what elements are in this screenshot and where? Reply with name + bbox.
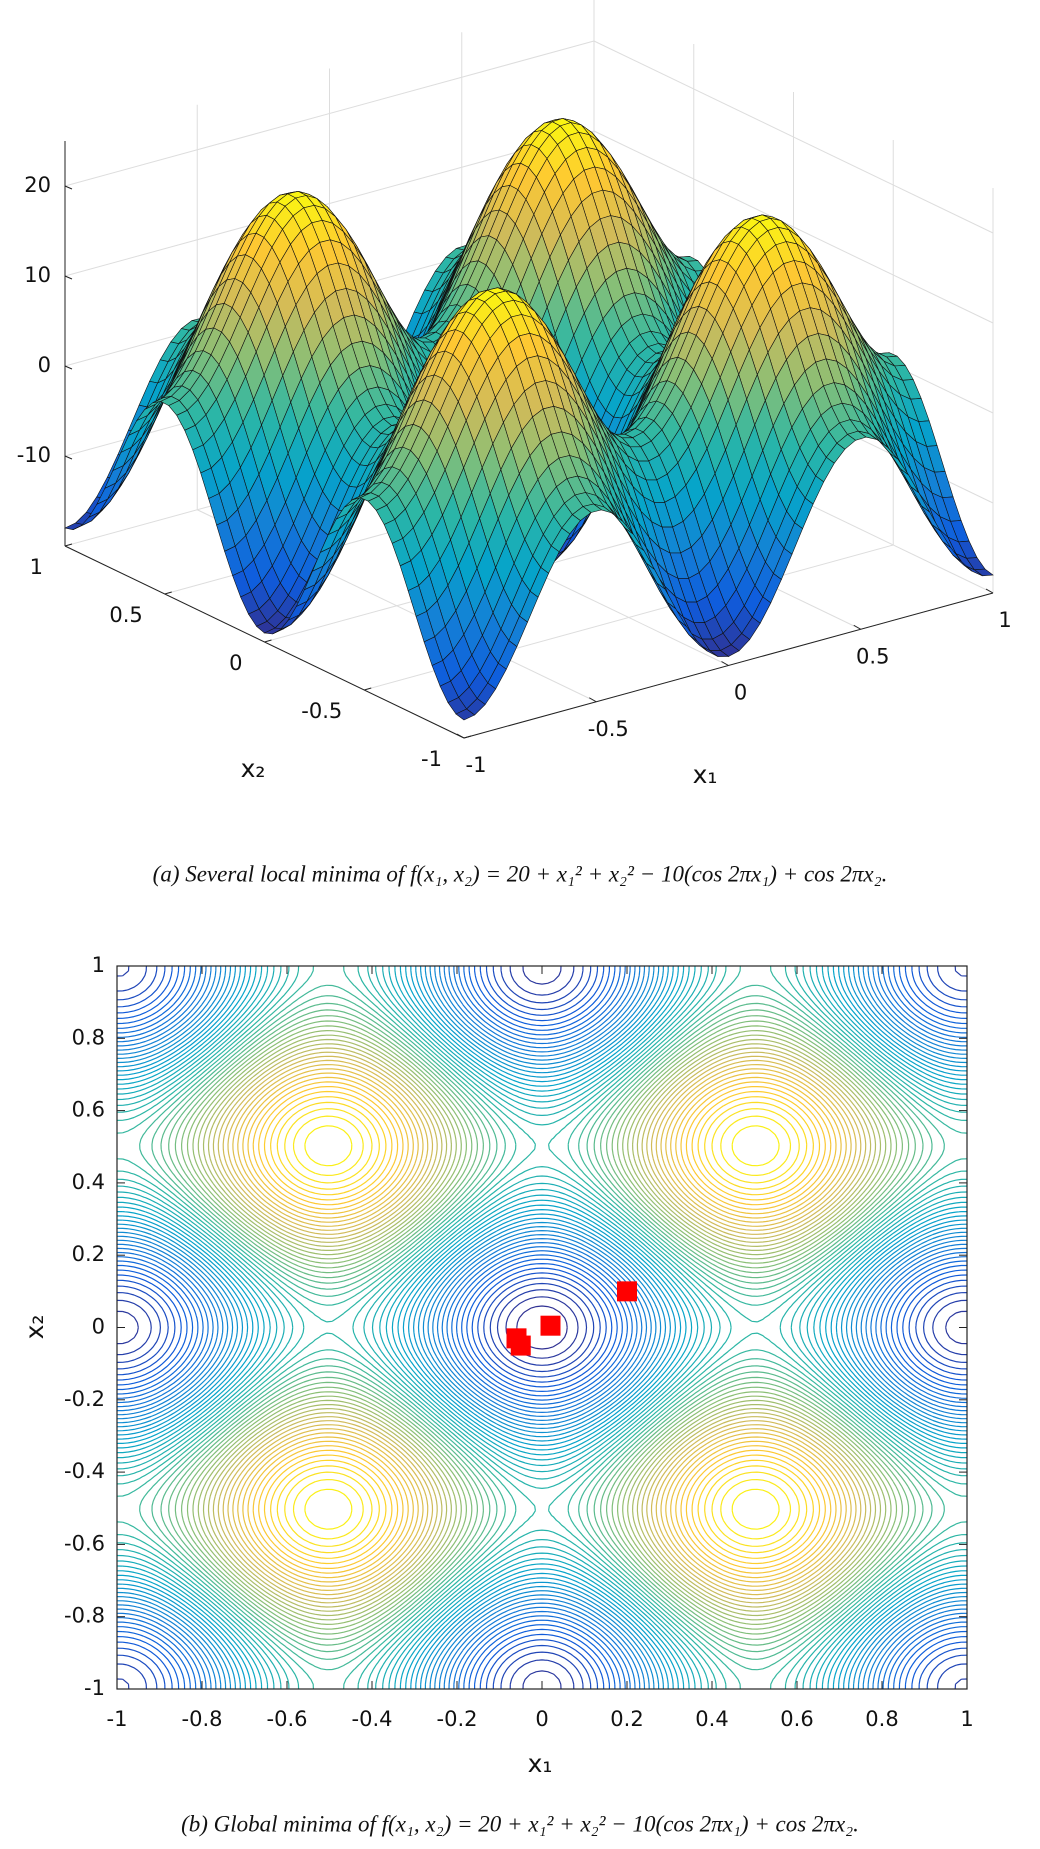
contour-line — [116, 965, 968, 1690]
tick — [853, 624, 861, 630]
z-tick-label: 10 — [24, 263, 51, 287]
marker — [617, 1281, 637, 1302]
surface — [64, 118, 994, 721]
y-tick-label: -0.6 — [64, 1531, 105, 1555]
tick — [64, 543, 73, 547]
contour-line — [116, 965, 968, 1690]
caption: (b) Global minima of f(x₁, x₂) = 20 + x₁… — [181, 1811, 859, 1836]
tick — [64, 275, 73, 280]
contour-line — [116, 965, 968, 1690]
x-tick-label: 0.6 — [780, 1707, 813, 1731]
x-tick-label: -0.8 — [182, 1707, 223, 1731]
x-tick-label: 0.2 — [610, 1707, 643, 1731]
z-tick-label: -10 — [17, 443, 51, 467]
contour-line — [116, 965, 968, 1690]
contour-line — [116, 965, 968, 1690]
tick — [264, 639, 272, 643]
tick — [721, 661, 729, 666]
contour-line — [116, 965, 968, 1690]
contour-line — [116, 965, 968, 1690]
contour-line — [116, 965, 968, 1690]
y-tick-label: -0.2 — [64, 1387, 105, 1411]
contour-line — [116, 965, 968, 1690]
x-tick-label: 0 — [734, 681, 747, 705]
y-axis-label: x₂ — [241, 754, 266, 783]
surface-patch — [64, 522, 85, 531]
contour-line — [116, 965, 968, 1690]
x-axis-label: x₁ — [693, 760, 718, 789]
x-tick-label: -1 — [107, 1707, 128, 1731]
y-tick-label: -1 — [84, 1676, 105, 1700]
contour-line — [116, 965, 968, 1690]
tick — [589, 697, 597, 703]
y-tick-label: -0.5 — [301, 699, 342, 723]
y-tick-label: 0.8 — [72, 1025, 105, 1049]
grid-line — [593, 130, 994, 324]
contour-line — [116, 965, 968, 1690]
contour-line — [117, 965, 967, 1690]
x-tick-label: -0.2 — [437, 1707, 478, 1731]
contour-line — [116, 965, 968, 1690]
x-tick-label: 0 — [535, 1707, 548, 1731]
grid-line — [593, 40, 994, 234]
tick — [64, 455, 73, 460]
y-tick-label: 0.6 — [72, 1098, 105, 1122]
x-tick-label: -0.4 — [352, 1707, 393, 1731]
grid-line — [64, 130, 595, 277]
marker — [510, 1335, 531, 1356]
tick — [64, 185, 73, 190]
y-tick-label: 0.2 — [72, 1242, 105, 1266]
z-tick-label: 0 — [38, 353, 51, 377]
x-tick-label: -0.6 — [267, 1707, 308, 1731]
y-tick-label: 0.5 — [109, 603, 142, 627]
surface-patch — [455, 708, 476, 721]
y-tick-label: 0.4 — [72, 1170, 105, 1194]
x-tick-label: 1 — [998, 608, 1011, 632]
x-tick-label: 0.5 — [856, 644, 889, 668]
y-tick-label: 0 — [229, 651, 242, 675]
tick — [456, 733, 465, 739]
contour-line — [116, 965, 968, 1690]
x-axis-label: x₁ — [528, 1749, 553, 1778]
y-tick-label: -0.8 — [64, 1604, 105, 1628]
marker — [540, 1315, 561, 1336]
x-tick-label: 1 — [960, 1707, 973, 1731]
y-tick-label: 1 — [92, 953, 105, 977]
contours — [116, 965, 968, 1690]
y-tick-label: -1 — [421, 747, 442, 771]
x-tick-label: 0.4 — [695, 1707, 728, 1731]
x-tick-label: 0.8 — [865, 1707, 898, 1731]
y-tick-label: 1 — [30, 555, 43, 579]
contour-line — [116, 965, 968, 1690]
tick — [164, 591, 172, 595]
tick — [364, 687, 372, 691]
z-tick-label: 20 — [24, 173, 51, 197]
y-axis-label: x₂ — [20, 1315, 49, 1340]
x-tick-label: -0.5 — [588, 717, 629, 741]
tick — [463, 735, 472, 739]
y-tick-label: -0.4 — [64, 1459, 105, 1483]
grid-line — [64, 40, 595, 187]
tick — [64, 365, 73, 370]
tick — [985, 588, 994, 594]
caption: (a) Several local minima of f(x₁, x₂) = … — [153, 861, 888, 886]
y-tick-label: 0 — [92, 1315, 105, 1339]
x-tick-label: -1 — [466, 753, 487, 777]
contour-line — [116, 965, 968, 1690]
